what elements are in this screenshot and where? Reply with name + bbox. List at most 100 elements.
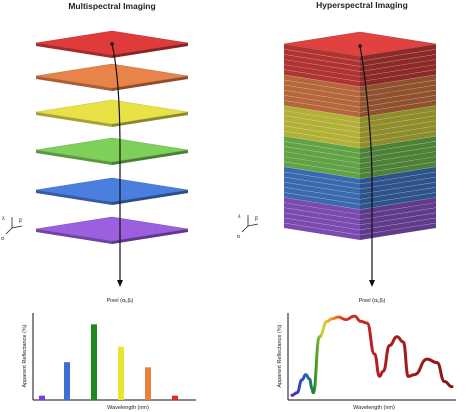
multispectral-title: Multispectral Imaging [68, 1, 155, 11]
hyperspectral-band-side [360, 176, 436, 194]
multispectral-layer-side [112, 190, 188, 205]
hyperspectral-band-side [284, 212, 360, 230]
multispectral-layer [35, 137, 189, 163]
hyperspectral-band-side [284, 95, 360, 113]
hyperspectral-band-side [360, 197, 436, 215]
multispectral-layer-side [36, 229, 112, 244]
right-axis-beta: β [255, 216, 258, 222]
multispectral-axes-glyph: λ β α [1, 216, 23, 242]
hyperspectral-band-side [284, 182, 360, 200]
hyperspectral-band-side [284, 161, 360, 179]
hyperspectral-band-side [284, 90, 360, 108]
hyperspectral-pixel-line [358, 44, 375, 287]
multispectral-bar [64, 362, 70, 400]
hyperspectral-pixel-label: Pixel (αᵢ,βᵢ) [359, 298, 386, 304]
multispectral-chart-ylabel: Apparent Reflectance (%) [22, 324, 28, 387]
hyperspectral-band-side [360, 105, 436, 123]
hyperspectral-band-side [360, 207, 436, 225]
hyperspectral-band-side [284, 197, 360, 215]
left-axis-beta: β [19, 218, 22, 224]
hyperspectral-band-stack [283, 31, 437, 240]
hyperspectral-band-side [360, 202, 436, 220]
hyperspectral-band-side [284, 141, 360, 159]
hyperspectral-band-side [360, 130, 436, 148]
multispectral-layer-side [36, 43, 112, 58]
hyperspectral-band-side [284, 120, 360, 138]
hyperspectral-band-side [284, 222, 360, 240]
hyperspectral-band-side [284, 136, 360, 154]
multispectral-layer-side [36, 76, 112, 91]
hyperspectral-band-side [284, 110, 360, 128]
multispectral-layer-side [112, 229, 188, 244]
hyperspectral-band-side [360, 44, 436, 62]
multispectral-layer-side [36, 112, 112, 127]
hyperspectral-band-side [284, 217, 360, 235]
hyperspectral-band-side [360, 151, 436, 169]
hyperspectral-band-side [360, 115, 436, 133]
hyperspectral-band-side [360, 161, 436, 179]
hyperspectral-band-side [284, 74, 360, 92]
multispectral-bar [39, 395, 45, 400]
hyperspectral-band-side [284, 187, 360, 205]
hyperspectral-band-side [284, 69, 360, 87]
hyperspectral-chart: Apparent Reflectance (%) Wavelength (nm) [277, 313, 456, 411]
hyperspectral-band-side [360, 120, 436, 138]
hyperspectral-band-side [360, 84, 436, 102]
hyperspectral-band-side [360, 136, 436, 154]
hyperspectral-band-side [284, 156, 360, 174]
hyperspectral-band-side [360, 54, 436, 72]
multispectral-bar [172, 395, 178, 400]
left-axis-alpha: α [1, 236, 4, 242]
hyperspectral-title: Hyperspectral Imaging [316, 0, 408, 10]
hyperspectral-band-side [284, 146, 360, 164]
hyperspectral-band-side [360, 110, 436, 128]
hyperspectral-band-side [284, 105, 360, 123]
multispectral-layer-side [112, 76, 188, 91]
hyperspectral-band-side [284, 59, 360, 77]
hyperspectral-band-side [284, 171, 360, 189]
multispectral-chart: Apparent Reflectance (%) Wavelength (nm) [22, 313, 196, 411]
multispectral-layer-side [112, 43, 188, 58]
hyperspectral-band-side [360, 90, 436, 108]
hyperspectral-band-side [360, 146, 436, 164]
hyperspectral-band-side [360, 49, 436, 67]
multispectral-bar [118, 346, 124, 400]
hyperspectral-band-side [360, 69, 436, 87]
multispectral-layer-side [36, 190, 112, 205]
hyperspectral-band-side [360, 59, 436, 77]
hyperspectral-band-side [360, 64, 436, 82]
multispectral-layer [35, 63, 189, 89]
multispectral-pixel-line [110, 42, 123, 287]
hyperspectral-band-side [360, 222, 436, 240]
hyperspectral-band-side [360, 95, 436, 113]
hyperspectral-band-side [360, 187, 436, 205]
hyperspectral-band-side [284, 207, 360, 225]
multispectral-layer-side [112, 112, 188, 127]
right-axis-alpha: α [237, 234, 240, 240]
hyperspectral-chart-xlabel: Wavelength (nm) [353, 405, 395, 411]
multispectral-chart-xlabel: Wavelength (nm) [107, 405, 149, 411]
hyperspectral-band-side [360, 192, 436, 210]
right-axis-lambda: λ [238, 214, 241, 220]
hyperspectral-band-side [360, 166, 436, 184]
hyperspectral-band-side [284, 49, 360, 67]
hyperspectral-band-side [360, 156, 436, 174]
hyperspectral-band-side [284, 115, 360, 133]
hyperspectral-band-side [360, 79, 436, 97]
hyperspectral-band-side [284, 166, 360, 184]
hyperspectral-band-side [284, 130, 360, 148]
multispectral-layer [35, 99, 189, 125]
hyperspectral-band-side [284, 64, 360, 82]
hyperspectral-band-side [284, 125, 360, 143]
hyperspectral-band-side [360, 100, 436, 118]
hyperspectral-band-side [360, 74, 436, 92]
hyperspectral-band-side [360, 182, 436, 200]
hyperspectral-spectrum-line [290, 314, 454, 397]
multispectral-layer-side [36, 150, 112, 165]
hyperspectral-band-side [360, 141, 436, 159]
hyperspectral-band-side [360, 171, 436, 189]
hyperspectral-band-side [284, 84, 360, 102]
hyperspectral-band-side [284, 44, 360, 62]
multispectral-layer [35, 177, 189, 203]
